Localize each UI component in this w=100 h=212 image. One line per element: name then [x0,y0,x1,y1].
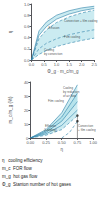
svg-text:Cooling: Cooling [63,86,74,90]
svg-text:20: 20 [24,108,29,113]
svg-text:m_c/m_g (%): m_c/m_g (%) [8,96,13,123]
svg-text:Effusion: Effusion [49,26,60,30]
svg-text:0.25: 0.25 [42,140,51,145]
svg-text:Cooling: Cooling [44,48,55,52]
svg-text:0.4: 0.4 [24,35,30,40]
svg-text:m_g hot gas flow: m_g hot gas flow [2,174,38,179]
svg-text:η: η [8,30,13,33]
svg-text:Φ_g · m_c/m_g: Φ_g · m_c/m_g [47,69,79,74]
svg-text:(Landing): (Landing) [44,127,57,131]
svg-text:Φ_g Stanton number of hot gas: Φ_g Stanton number of hot gases [2,182,72,187]
svg-text:0.75: 0.75 [74,140,83,145]
svg-text:30: 30 [24,94,29,99]
svg-text:0.5: 0.5 [41,62,47,67]
svg-text:0.6: 0.6 [24,24,30,29]
svg-text:Effusion: Effusion [45,124,56,128]
svg-text:0: 0 [26,135,29,141]
svg-text:0.00: 0.00 [26,140,35,145]
svg-text:Convection + film cooling: Convection + film cooling [64,19,98,23]
svg-text:by convection: by convection [44,52,63,56]
svg-text:η cooling efficiency: η cooling efficiency [2,158,43,163]
svg-text:1.00: 1.00 [89,140,98,145]
svg-text:0.8: 0.8 [24,13,30,18]
svg-text:2.0: 2.0 [79,62,85,67]
svg-text:+ film cooling: + film cooling [78,127,96,131]
svg-text:1.5: 1.5 [66,62,72,67]
svg-text:0.2: 0.2 [24,46,30,51]
svg-text:40: 40 [24,80,29,85]
svg-text:of air flow: of air flow [63,94,77,98]
svg-text:η: η [60,147,63,152]
svg-text:Convection: Convection [78,124,93,128]
svg-text:10: 10 [24,122,29,127]
svg-text:m_c FOR flow: m_c FOR flow [2,166,33,171]
svg-text:1.0: 1.0 [24,2,30,7]
svg-text:Film cooling: Film cooling [48,98,64,102]
svg-text:by reduction: by reduction [63,90,80,94]
svg-text:1.0: 1.0 [54,62,60,67]
svg-text:Film cooling: Film cooling [64,35,80,39]
svg-text:2.5: 2.5 [91,62,97,67]
svg-text:0.0: 0.0 [23,57,30,63]
svg-text:0.50: 0.50 [58,140,67,145]
svg-text:0.0: 0.0 [29,62,35,67]
